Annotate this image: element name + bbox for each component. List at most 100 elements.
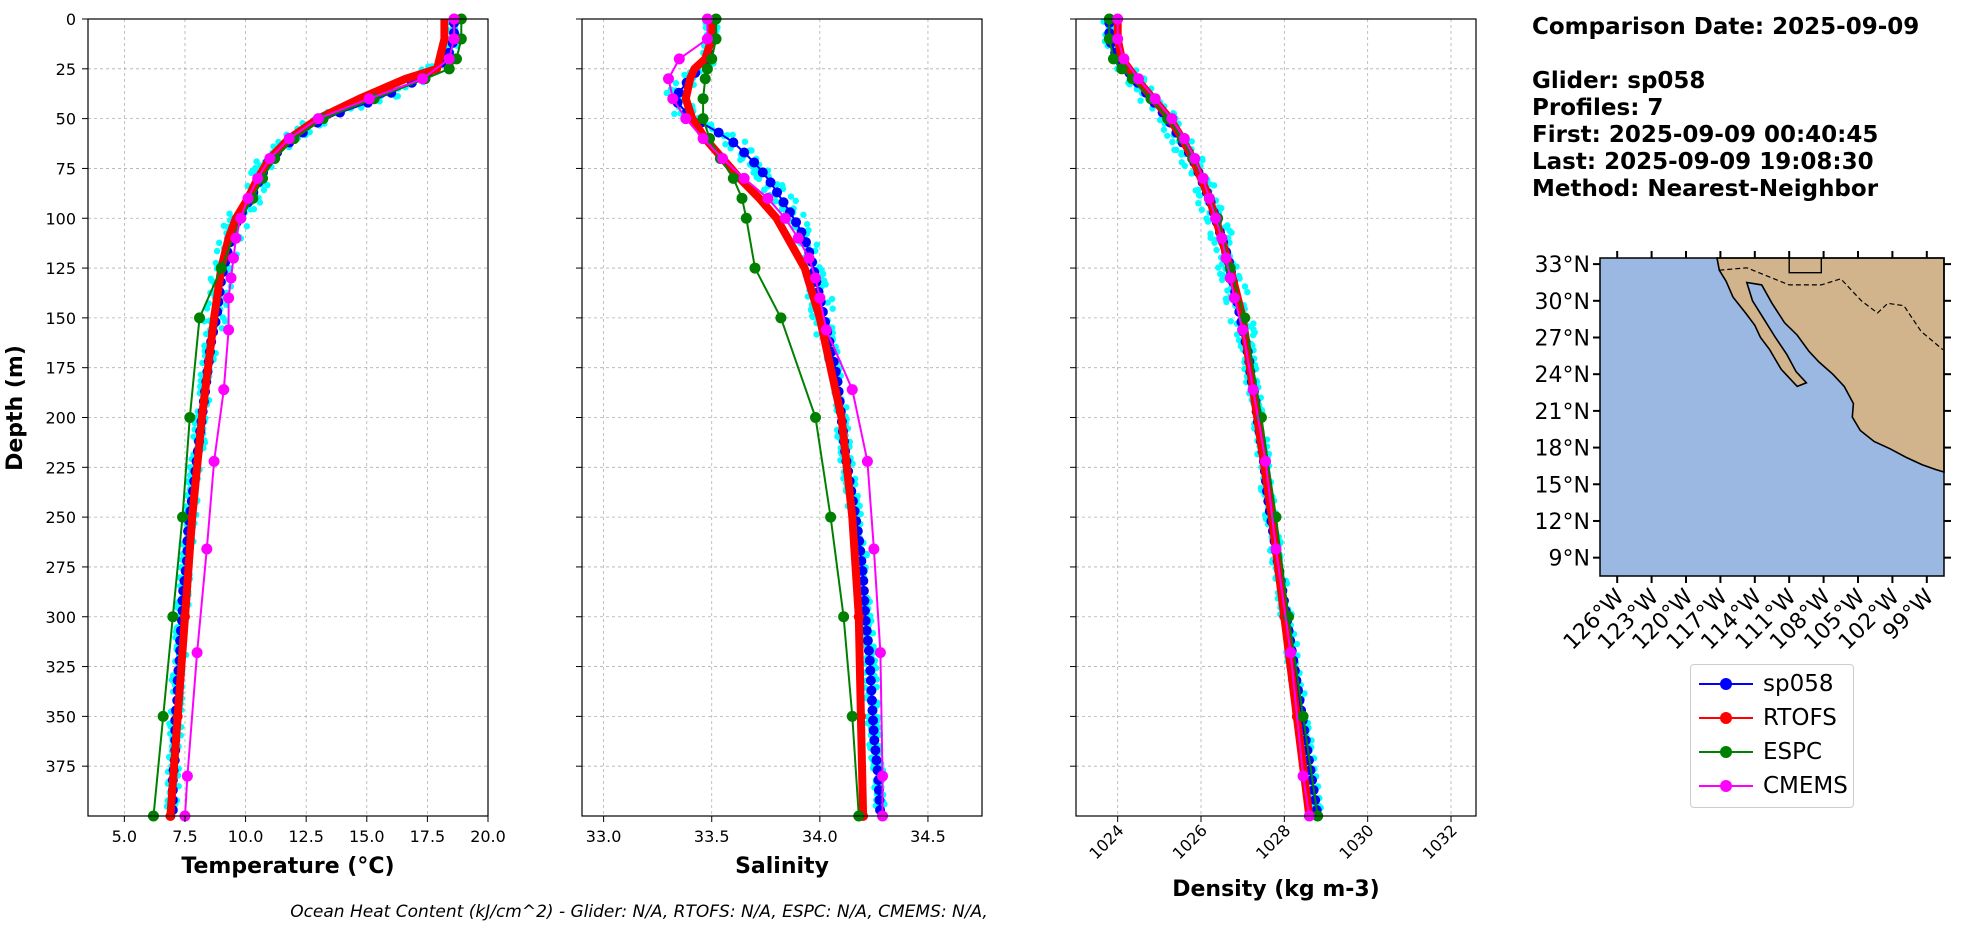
x-tick-label: 33.0	[586, 827, 622, 846]
y-tick-label: 25	[56, 60, 76, 79]
y-tick-label: 50	[56, 110, 76, 129]
raw-profile-point	[800, 211, 807, 218]
series-point-espc	[1239, 312, 1251, 324]
raw-profile-point	[264, 181, 271, 189]
series-point-espc	[215, 262, 227, 274]
legend-item-espc: ESPC	[1691, 737, 1851, 767]
y-tick-label: 125	[45, 259, 76, 278]
series-point-espc	[697, 93, 709, 105]
series-point-espc	[710, 33, 722, 45]
series-point-sp058	[863, 645, 874, 656]
x-tick-label: 34.5	[910, 827, 946, 846]
raw-profile-point	[1227, 318, 1234, 325]
series-point-cmems	[680, 113, 692, 125]
series-point-espc	[701, 63, 713, 75]
series-point-sp058	[871, 755, 882, 766]
series-point-cmems	[1178, 133, 1190, 145]
y-tick-label: 375	[45, 757, 76, 776]
raw-profile-point	[201, 342, 208, 349]
series-point-espc	[194, 312, 206, 324]
y-tick-label: 275	[45, 558, 76, 577]
series-line-cmems	[184, 19, 456, 817]
raw-profile-point	[772, 198, 779, 205]
series-point-sp058	[858, 575, 869, 586]
series-point-cmems	[762, 192, 774, 204]
series-point-espc	[1297, 710, 1309, 722]
series-point-sp058	[728, 137, 739, 148]
raw-profile-point	[260, 186, 268, 194]
series-point-cmems	[1297, 770, 1309, 782]
map-lat-label: 21°N	[1535, 400, 1590, 425]
series-line-sp058	[171, 23, 456, 810]
raw-profile-point	[1301, 690, 1308, 697]
raw-profile-point	[792, 197, 799, 205]
series-line-cmems	[1116, 19, 1311, 817]
raw-profile-point	[1210, 182, 1218, 189]
raw-profile-point	[1250, 320, 1257, 327]
raw-profile-point	[243, 223, 251, 230]
series-line-sp058	[1108, 23, 1318, 811]
raw-profile-point	[202, 330, 210, 338]
series-point-cmems	[227, 252, 239, 264]
x-tick-label: 1028	[1252, 821, 1294, 863]
series-point-espc	[1103, 33, 1115, 45]
series-point-cmems	[662, 73, 674, 85]
raw-profile-point	[394, 92, 402, 100]
raw-profile-point	[773, 181, 781, 188]
salinity-panel: 33.0 33.5 34.0 34.5 Salinity	[576, 13, 983, 879]
raw-profile-point	[787, 193, 795, 200]
raw-profile-point	[1224, 287, 1231, 294]
y-tick-label: 150	[45, 309, 76, 328]
ohc-footer: Ocean Heat Content (kJ/cm^2) - Glider: N…	[290, 902, 988, 922]
x-tick-label: 20.0	[470, 827, 506, 846]
series-point-cmems	[443, 53, 455, 65]
map-lat-label: 30°N	[1535, 290, 1590, 315]
series-point-cmems	[814, 292, 826, 304]
series-point-espc	[177, 511, 189, 523]
series-point-espc	[749, 262, 761, 274]
legend-item-rtofs: RTOFS	[1691, 703, 1851, 733]
raw-profile-point	[1213, 246, 1220, 254]
series-point-cmems	[252, 172, 264, 184]
series-point-cmems	[223, 324, 235, 336]
raw-profile-point	[1244, 288, 1251, 296]
raw-profile-point	[813, 241, 821, 248]
series-point-cmems	[208, 455, 220, 467]
raw-profile-point	[1196, 192, 1204, 199]
legend-item-sp058: sp058	[1691, 669, 1851, 699]
raw-profile-point	[1181, 162, 1188, 170]
series-point-cmems	[1118, 53, 1130, 65]
series-point-cmems	[667, 93, 679, 105]
series-point-sp058	[873, 785, 884, 796]
series-point-cmems	[448, 33, 460, 45]
series-point-cmems	[738, 172, 750, 184]
series-point-cmems	[673, 53, 685, 65]
y-tick-label: 300	[45, 608, 76, 627]
raw-profile-point	[1192, 187, 1199, 194]
series-point-cmems	[803, 252, 815, 264]
series-point-sp058	[870, 745, 881, 756]
series-point-espc	[736, 192, 748, 204]
raw-profile-point	[1169, 138, 1176, 146]
raw-profile-point	[253, 158, 260, 165]
series-point-cmems	[264, 152, 276, 164]
series-point-sp058	[749, 157, 760, 168]
series-point-cmems	[697, 133, 709, 145]
series-line-cmems	[667, 19, 884, 816]
raw-profile-point	[1204, 218, 1212, 225]
series-point-espc	[727, 172, 739, 184]
y-tick-label: 100	[45, 209, 76, 228]
raw-profile-point	[250, 205, 258, 213]
series-point-sp058	[739, 147, 750, 158]
temperature-panel: 5.0 7.5 10.0 12.5 15.0 17.5 20.0 0 25 50 75 100 125 1…	[45, 10, 505, 879]
raw-profile-point	[1160, 126, 1168, 133]
method: Method: Nearest-Neighbor	[1532, 176, 1879, 202]
x-axis-label: Salinity	[735, 854, 829, 879]
series-point-espc	[443, 63, 455, 75]
x-tick-label: 1032	[1419, 821, 1461, 863]
series-point-espc	[184, 412, 196, 423]
series-point-cmems	[1166, 113, 1178, 125]
series-line-rtofs	[681, 19, 868, 817]
series-point-cmems	[820, 324, 832, 336]
raw-profile-point	[1218, 276, 1226, 284]
